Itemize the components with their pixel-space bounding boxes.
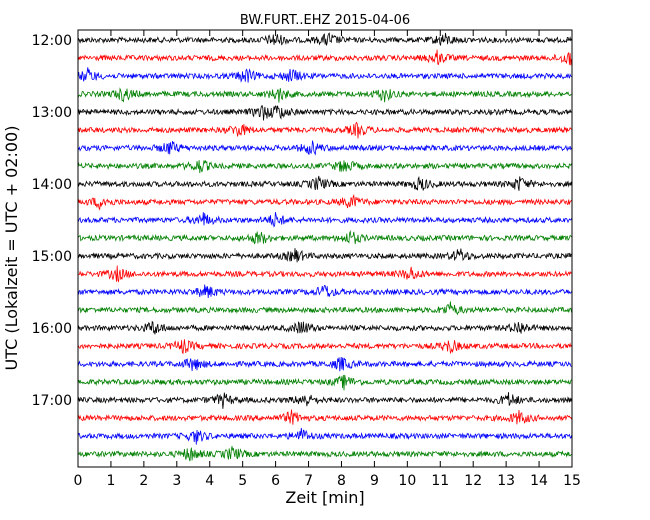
trace-14:45 xyxy=(77,229,572,245)
trace-12:15 xyxy=(77,49,572,66)
trace-16:00 xyxy=(77,320,572,335)
trace-15:45 xyxy=(77,301,572,316)
trace-13:45 xyxy=(77,159,572,174)
x-tick-label: 2 xyxy=(139,473,148,489)
trace-15:00 xyxy=(77,248,572,263)
x-tick-label: 4 xyxy=(205,473,214,489)
x-tick-label: 13 xyxy=(497,473,515,489)
trace-17:00 xyxy=(77,392,572,409)
traces-group xyxy=(77,32,572,462)
trace-17:45 xyxy=(77,446,572,462)
trace-16:15 xyxy=(77,339,572,355)
plot-frame xyxy=(77,29,573,468)
trace-13:15 xyxy=(77,121,572,139)
x-tick-label: 5 xyxy=(238,473,247,489)
y-axis-label: UTC (Lokalzeit = UTC + 02:00) xyxy=(2,126,21,371)
x-axis-label: Zeit [min] xyxy=(285,488,364,507)
x-tick-label: 0 xyxy=(74,473,83,489)
x-tick-label: 1 xyxy=(106,473,115,489)
trace-12:30 xyxy=(77,67,572,83)
trace-17:15 xyxy=(77,409,572,425)
x-tick-label: 9 xyxy=(370,473,379,489)
trace-17:30 xyxy=(77,427,572,445)
trace-13:30 xyxy=(77,140,572,156)
y-tick-label: 13:00 xyxy=(32,105,72,121)
trace-12:45 xyxy=(77,87,572,103)
x-axis: 0 1 2 3 4 5 6 7 8 9 10 11 12 13 14 15 xyxy=(74,30,581,489)
trace-12:00 xyxy=(77,32,572,46)
y-tick-label: 12:00 xyxy=(32,33,72,49)
x-tick-label: 6 xyxy=(271,473,280,489)
y-tick-label: 16:00 xyxy=(32,321,72,337)
y-tick-label: 14:00 xyxy=(32,177,72,193)
trace-16:45 xyxy=(77,374,572,391)
x-tick-label: 12 xyxy=(464,473,482,489)
x-tick-label: 15 xyxy=(563,473,581,489)
trace-14:00 xyxy=(77,175,572,191)
x-tick-label: 8 xyxy=(337,473,346,489)
x-tick-label: 7 xyxy=(304,473,313,489)
x-tick-label: 3 xyxy=(172,473,181,489)
x-tick-label: 10 xyxy=(398,473,416,489)
x-tick-label: 14 xyxy=(530,473,548,489)
y-tick-label: 17:00 xyxy=(32,393,72,409)
trace-13:00 xyxy=(77,104,572,121)
trace-15:15 xyxy=(77,265,572,283)
trace-15:30 xyxy=(77,284,572,299)
trace-14:30 xyxy=(77,212,572,228)
y-axis: 12:00 13:00 14:00 15:00 16:00 17:00 xyxy=(32,33,572,409)
chart-title: BW.FURT..EHZ 2015-04-06 xyxy=(240,13,410,28)
x-tick-label: 11 xyxy=(431,473,449,489)
y-tick-label: 15:00 xyxy=(32,249,72,265)
trace-14:15 xyxy=(77,193,572,211)
trace-16:30 xyxy=(77,356,572,372)
